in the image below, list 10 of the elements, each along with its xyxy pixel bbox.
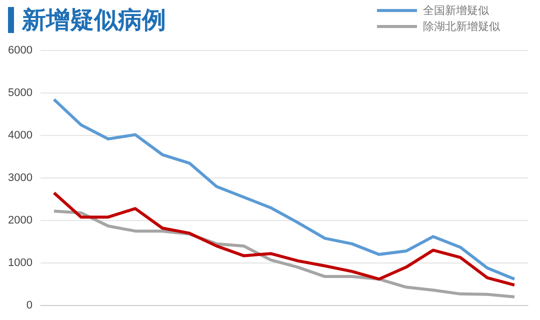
y-tick-label: 0 (26, 299, 32, 312)
y-tick-label: 3000 (8, 172, 32, 184)
legend-label: 除湖北新增疑似 (423, 18, 500, 34)
y-tick-label: 1000 (8, 256, 32, 269)
y-tick-label: 5000 (8, 87, 32, 100)
legend-label: 全国新增疑似 (423, 2, 489, 18)
chart-title: 新增疑似病例 (22, 5, 166, 36)
y-tick-label: 4000 (8, 130, 32, 142)
y-tick-label: 2000 (8, 214, 32, 226)
y-tick-label: 6000 (8, 44, 32, 57)
